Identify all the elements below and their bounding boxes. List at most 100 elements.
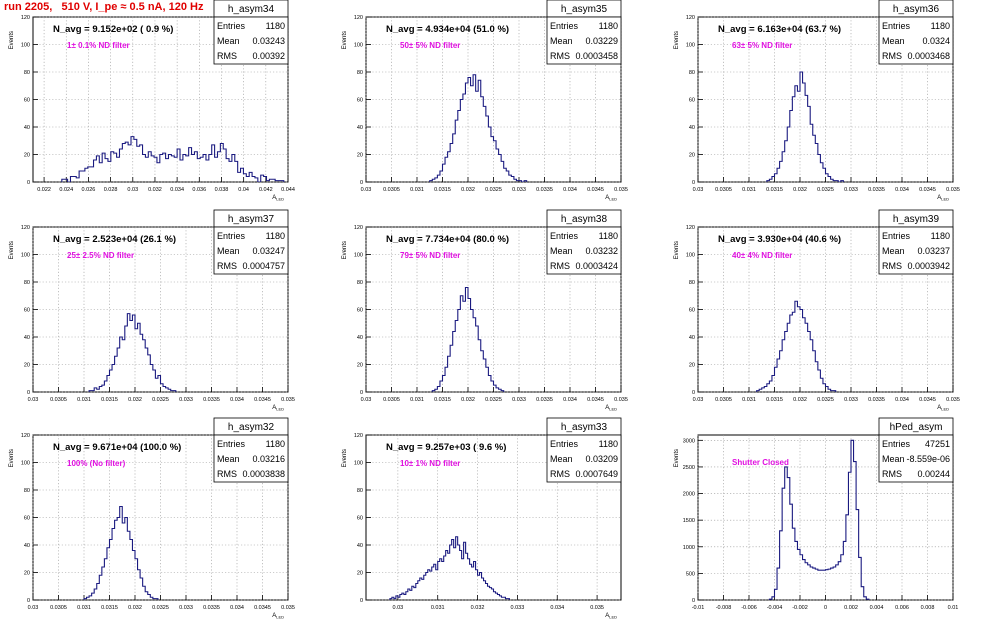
histogram-series [431,286,505,392]
stats-value: 1180 [266,439,285,449]
x-tick-label: 0.03 [693,187,704,193]
x-tick-label: 0.0345 [587,187,604,193]
x-tick-label: 0.031 [742,187,756,193]
x-tick-label: 0.0335 [536,187,553,193]
x-tick-label: 0.031 [77,605,91,611]
x-tick-label: 0.035 [590,605,604,611]
x-tick-label: 0.034 [230,397,244,403]
stats-value: 0.0003468 [907,51,950,61]
x-tick-label: 0.044 [281,187,295,193]
x-tick-label: 0.0325 [817,187,834,193]
x-tick-label: 0.026 [82,187,96,193]
y-tick-label: 80 [24,70,30,76]
x-axis-label: ALED [937,405,949,412]
y-tick-label: 100 [354,461,363,467]
navg-label: N_avg = 7.734e+04 (80.0 %) [386,234,509,245]
y-tick-label: 60 [689,98,695,104]
y-tick-label: 0 [27,180,30,186]
stats-key: RMS [217,51,237,61]
stats-title: h_asym35 [561,4,608,15]
y-axis-label: Events [342,449,348,467]
histogram-series [61,136,285,182]
x-tick-label: 0.03 [28,397,39,403]
filter-label: 100% (No filter) [67,459,126,468]
stats-value: 0.0003838 [242,469,285,479]
y-tick-label: 100 [686,253,695,259]
y-tick-label: 0 [27,598,30,604]
stats-key: Entries [550,439,579,449]
stats-value: 1180 [599,439,618,449]
pad-h_asym33: 0.03 0.031 0.032 0.033 0.034 0.035 0 20 40 60 80 10… [342,417,622,620]
y-tick-label: 120 [686,225,695,231]
stats-value: 0.0003424 [575,261,618,271]
y-tick-label: 80 [357,280,363,286]
y-tick-label: 40 [357,543,363,549]
stats-key: RMS [882,469,902,479]
filter-label: 40± 4% ND filter [732,251,792,260]
x-tick-label: 0.024 [59,187,73,193]
stats-key: Mean [217,36,240,46]
stats-value: 1180 [266,21,285,31]
histogram-series [766,71,844,182]
stats-key: Entries [550,21,579,31]
stats-box [213,434,289,483]
y-tick-label: 2500 [683,465,695,471]
navg-label: N_avg = 2.523e+04 (26.1 %) [53,234,176,245]
stats-box [546,226,622,275]
x-tick-label: 0.031 [77,397,91,403]
stats-title: h_asym36 [893,4,940,15]
stats-value: 0.03216 [252,454,285,464]
pad-h_asym35: 0.03 0.0305 0.031 0.0315 0.032 0.0325 0.033 0.0… [342,0,628,202]
y-tick-label: 120 [686,15,695,21]
x-tick-label: 0.0315 [434,397,451,403]
x-tick-label: 0.022 [37,187,51,193]
stats-box [878,434,954,483]
stats-value: 1180 [599,231,618,241]
filter-label: 63± 5% ND filter [732,41,792,50]
navg-label: N_avg = 9.257e+03 ( 9.6 %) [386,442,506,453]
stats-key: Entries [217,231,246,241]
y-tick-label: 1500 [683,518,695,524]
y-tick-label: 40 [357,335,363,341]
x-tick-label: 0.004 [870,605,884,611]
stats-key: Mean [550,246,573,256]
y-tick-label: 100 [21,461,30,467]
x-axis-label: ALED [937,195,949,202]
y-tick-label: 60 [689,308,695,314]
x-axis-label: ALED [272,405,284,412]
y-tick-label: 100 [21,253,30,259]
stats-key: Entries [217,21,246,31]
x-tick-label: 0.0335 [868,187,885,193]
stats-key: Mean [882,246,905,256]
x-tick-label: 0.032 [471,605,485,611]
stats-key: RMS [550,469,570,479]
y-tick-label: 40 [689,125,695,131]
run-title: run 2205, 510 V, I_pe ≈ 0.5 nA, 120 Hz [4,1,204,13]
x-tick-label: 0.01 [948,605,959,611]
filter-label: 1± 0.1% ND filter [67,41,130,50]
stats-key: Mean [882,36,905,46]
y-tick-label: 0 [360,598,363,604]
filter-label: 10± 1% ND filter [400,459,460,468]
y-axis-label: Events [674,449,680,467]
x-tick-label: 0.03 [393,605,404,611]
stats-value: 1180 [931,231,950,241]
stats-box [878,226,954,275]
stats-box [546,16,622,65]
stats-box [213,226,289,275]
y-tick-label: 80 [689,70,695,76]
stats-value: 0.03229 [585,36,618,46]
x-axis-label: ALED [605,613,617,620]
x-tick-label: 0.0345 [587,397,604,403]
x-tick-label: 0.032 [793,397,807,403]
y-tick-label: 3000 [683,438,695,444]
navg-label: N_avg = 9.671e+04 (100.0 %) [53,442,181,453]
x-tick-label: 0.0335 [203,397,220,403]
x-tick-label: 0.035 [946,397,960,403]
stats-key: Mean [217,454,240,464]
stats-value: 0.0003942 [907,261,950,271]
y-axis-label: Events [9,449,15,467]
x-tick-label: 0.032 [148,187,162,193]
y-tick-label: 80 [24,488,30,494]
x-tick-label: 0.034 [563,187,577,193]
